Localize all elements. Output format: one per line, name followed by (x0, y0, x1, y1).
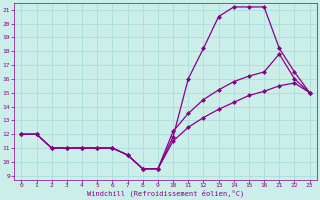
X-axis label: Windchill (Refroidissement éolien,°C): Windchill (Refroidissement éolien,°C) (87, 190, 244, 197)
